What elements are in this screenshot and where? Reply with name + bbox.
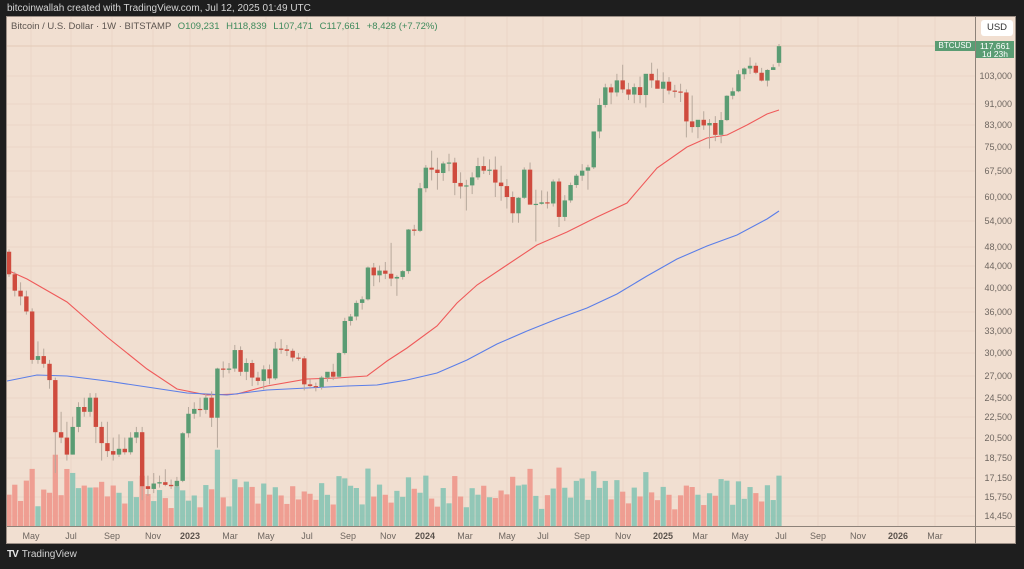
time-tick: Nov bbox=[849, 531, 867, 541]
currency-button[interactable]: USD bbox=[981, 20, 1013, 36]
time-tick: Jul bbox=[301, 531, 313, 541]
bar-countdown: 1d 23h bbox=[982, 49, 1008, 59]
tradingview-logo-icon: TV bbox=[7, 549, 19, 560]
price-tick: 40,000 bbox=[984, 283, 1012, 293]
price-tick: 14,450 bbox=[984, 511, 1012, 521]
time-tick: Nov bbox=[614, 531, 632, 541]
open-value: 109,231 bbox=[185, 21, 220, 32]
open-label: O bbox=[177, 21, 186, 32]
time-tick: May bbox=[498, 531, 516, 541]
price-tick: 30,000 bbox=[984, 348, 1012, 358]
attribution-bar: bitcoinwallah created with TradingView.c… bbox=[0, 0, 1024, 16]
price-tick: 18,750 bbox=[984, 453, 1012, 463]
price-tick: 36,000 bbox=[984, 307, 1012, 317]
price-tick: 48,000 bbox=[984, 242, 1012, 252]
time-tick: May bbox=[257, 531, 275, 541]
price-tick: 83,000 bbox=[984, 120, 1012, 130]
time-tick: 2023 bbox=[179, 531, 201, 541]
chart-frame[interactable]: Bitcoin / U.S. Dollar · 1W · BITSTAMP O1… bbox=[6, 16, 1016, 544]
tradingview-brand: TradingView bbox=[21, 549, 77, 560]
price-tick: 17,150 bbox=[984, 473, 1012, 483]
chart-plot-area[interactable] bbox=[7, 17, 975, 544]
price-tick: 44,000 bbox=[984, 261, 1012, 271]
candlestick-chart[interactable] bbox=[7, 17, 975, 526]
price-tick: 15,750 bbox=[984, 492, 1012, 502]
high-value: 118,839 bbox=[233, 21, 267, 32]
close-value: 117,661 bbox=[326, 21, 361, 32]
time-tick: May bbox=[22, 531, 40, 541]
time-tick: Mar bbox=[457, 531, 473, 541]
time-tick: Mar bbox=[927, 531, 943, 541]
time-tick: 2025 bbox=[652, 531, 674, 541]
time-tick: Nov bbox=[144, 531, 162, 541]
price-tick: 67,500 bbox=[984, 166, 1012, 176]
time-tick: Sep bbox=[809, 531, 827, 541]
last-price-tag: 117,661 1d 23h bbox=[976, 41, 1014, 58]
high-label: H bbox=[226, 21, 234, 32]
last-price: 117,661 bbox=[979, 40, 1011, 51]
time-tick: Sep bbox=[573, 531, 591, 541]
price-tick: 103,000 bbox=[979, 71, 1012, 81]
change-value: +8,428 (+7.72%) bbox=[366, 21, 438, 32]
time-tick: Sep bbox=[103, 531, 121, 541]
price-tick: 33,000 bbox=[984, 326, 1012, 336]
price-tick: 22,500 bbox=[984, 412, 1012, 422]
time-tick: Jul bbox=[537, 531, 549, 541]
time-tick: May bbox=[731, 531, 749, 541]
time-tick: 2024 bbox=[414, 531, 436, 541]
low-value: 107,471 bbox=[278, 21, 313, 32]
time-tick: Jul bbox=[775, 531, 787, 541]
time-tick: Jul bbox=[65, 531, 77, 541]
close-label: C bbox=[319, 21, 327, 32]
price-tick: 75,000 bbox=[984, 142, 1012, 152]
price-tick: 54,000 bbox=[984, 216, 1012, 226]
time-tick: Mar bbox=[692, 531, 708, 541]
time-tick: Nov bbox=[379, 531, 397, 541]
time-tick: Sep bbox=[339, 531, 357, 541]
price-tick: 24,500 bbox=[984, 393, 1012, 403]
price-tick: 27,000 bbox=[984, 371, 1012, 381]
symbol-title: Bitcoin / U.S. Dollar · 1W · BITSTAMP bbox=[11, 21, 172, 32]
low-label: L bbox=[273, 21, 279, 32]
price-scale[interactable]: USD 103,000 91,000 83,000 75,000 67,500 60,00… bbox=[975, 17, 1016, 544]
time-scale[interactable]: May Jul Sep Nov 2023 Mar May Jul Sep Nov 2024 Mar Ma… bbox=[7, 526, 1016, 544]
ticker-tag: BTCUSD bbox=[935, 41, 975, 51]
attribution-text: bitcoinwallah created with TradingView.c… bbox=[7, 3, 311, 14]
symbol-legend: Bitcoin / U.S. Dollar · 1W · BITSTAMP O1… bbox=[11, 21, 438, 32]
tradingview-footer[interactable]: TV TradingView bbox=[7, 549, 77, 560]
time-tick: Mar bbox=[222, 531, 238, 541]
time-tick: 2026 bbox=[887, 531, 909, 541]
price-tick: 91,000 bbox=[984, 99, 1012, 109]
price-tick: 20,500 bbox=[984, 433, 1012, 443]
price-tick: 60,000 bbox=[984, 192, 1012, 202]
